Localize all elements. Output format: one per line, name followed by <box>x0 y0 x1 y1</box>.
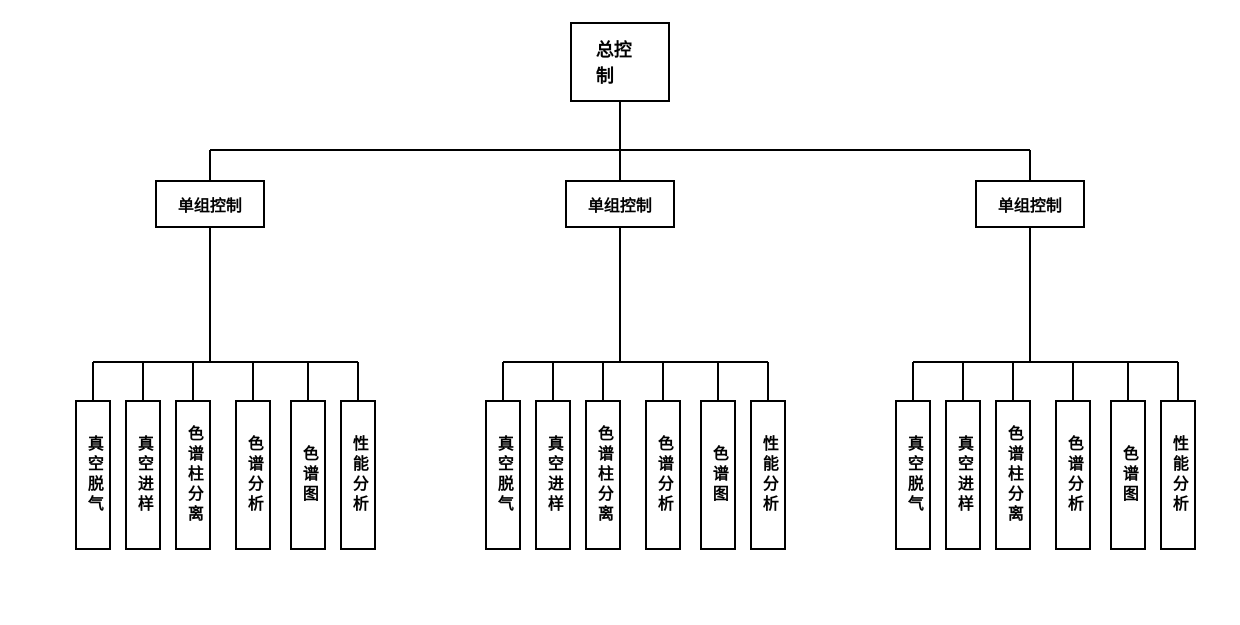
leaf-node-0-2: 色谱柱分离 <box>175 400 211 550</box>
leaf-node-2-2: 色谱柱分离 <box>995 400 1031 550</box>
leaf-node-1-4: 色谱图 <box>700 400 736 550</box>
mid-node-0: 单组控制 <box>155 180 265 228</box>
leaf-node-2-0: 真空脱气 <box>895 400 931 550</box>
org-tree-diagram: 总控制单组控制单组控制单组控制真空脱气真空进样色谱柱分离色谱分析色谱图性能分析真… <box>0 0 1240 625</box>
leaf-node-1-3: 色谱分析 <box>645 400 681 550</box>
leaf-node-0-5: 性能分析 <box>340 400 376 550</box>
root-node: 总控制 <box>570 22 670 102</box>
mid-node-1: 单组控制 <box>565 180 675 228</box>
leaf-node-2-4: 色谱图 <box>1110 400 1146 550</box>
leaf-node-0-4: 色谱图 <box>290 400 326 550</box>
leaf-node-0-1: 真空进样 <box>125 400 161 550</box>
leaf-node-2-5: 性能分析 <box>1160 400 1196 550</box>
leaf-node-0-0: 真空脱气 <box>75 400 111 550</box>
leaf-node-1-0: 真空脱气 <box>485 400 521 550</box>
leaf-node-1-5: 性能分析 <box>750 400 786 550</box>
leaf-node-0-3: 色谱分析 <box>235 400 271 550</box>
leaf-node-2-3: 色谱分析 <box>1055 400 1091 550</box>
leaf-node-1-2: 色谱柱分离 <box>585 400 621 550</box>
leaf-node-1-1: 真空进样 <box>535 400 571 550</box>
leaf-node-2-1: 真空进样 <box>945 400 981 550</box>
mid-node-2: 单组控制 <box>975 180 1085 228</box>
